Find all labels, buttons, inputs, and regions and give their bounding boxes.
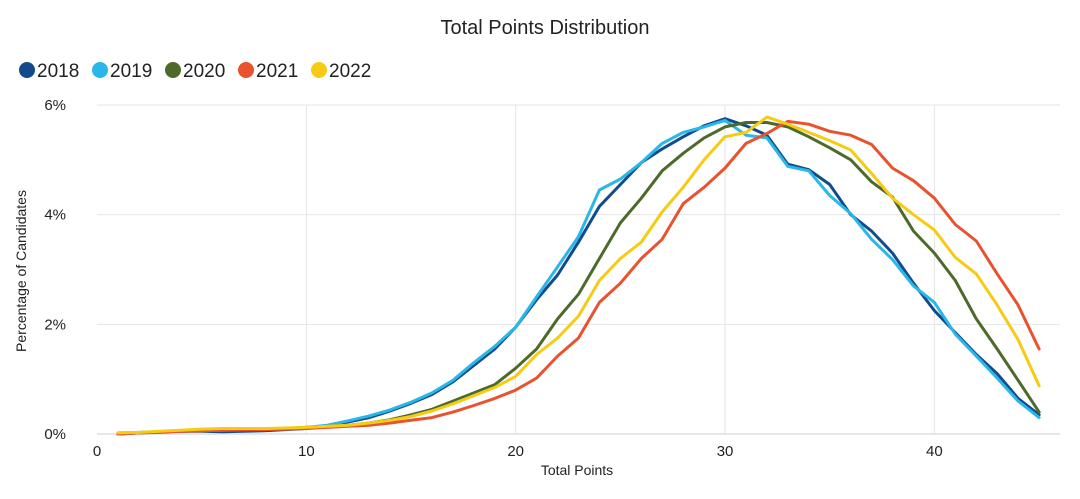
legend-marker bbox=[92, 62, 108, 78]
legend-item-2021: 2021 bbox=[238, 61, 298, 82]
x-tick-label: 40 bbox=[926, 443, 943, 460]
legend-label: 2021 bbox=[256, 61, 298, 82]
legend-label: 2022 bbox=[329, 61, 371, 82]
y-tick-label: 4% bbox=[44, 207, 66, 224]
x-tick-label: 30 bbox=[717, 443, 734, 460]
series-line-2020 bbox=[116, 121, 1041, 436]
series-line-2021 bbox=[116, 119, 1041, 436]
legend: 2018 2019 2020 2021 2022 bbox=[19, 61, 371, 82]
legend-item-2020: 2020 bbox=[165, 61, 225, 82]
legend-item-2019: 2019 bbox=[92, 61, 152, 82]
series-line-2022 bbox=[116, 115, 1041, 435]
legend-label: 2019 bbox=[110, 61, 152, 82]
series-lines bbox=[116, 115, 1041, 436]
legend-marker bbox=[238, 62, 254, 78]
legend-marker bbox=[311, 62, 327, 78]
chart-title: Total Points Distribution bbox=[441, 17, 650, 39]
legend-label: 2018 bbox=[37, 61, 79, 82]
x-tick-label: 0 bbox=[93, 443, 101, 460]
y-tick-label: 6% bbox=[44, 97, 66, 114]
y-tick-label: 0% bbox=[44, 426, 66, 443]
legend-item-2018: 2018 bbox=[19, 61, 79, 82]
x-axis-title: Total Points bbox=[541, 462, 613, 478]
series-line-2019 bbox=[116, 118, 1041, 435]
x-tick-label: 10 bbox=[298, 443, 315, 460]
y-tick-label: 2% bbox=[44, 316, 66, 333]
x-tick-label: 20 bbox=[507, 443, 524, 460]
legend-marker bbox=[19, 62, 35, 78]
axis-ticks: 0% 2% 4% 6% 0 10 20 30 40 bbox=[44, 97, 942, 460]
legend-item-2022: 2022 bbox=[311, 61, 371, 82]
legend-label: 2020 bbox=[183, 61, 225, 82]
legend-marker bbox=[165, 62, 181, 78]
series-line-2018 bbox=[116, 117, 1041, 436]
y-axis-title: Percentage of Candidates bbox=[13, 190, 29, 352]
gridlines bbox=[97, 104, 1060, 435]
